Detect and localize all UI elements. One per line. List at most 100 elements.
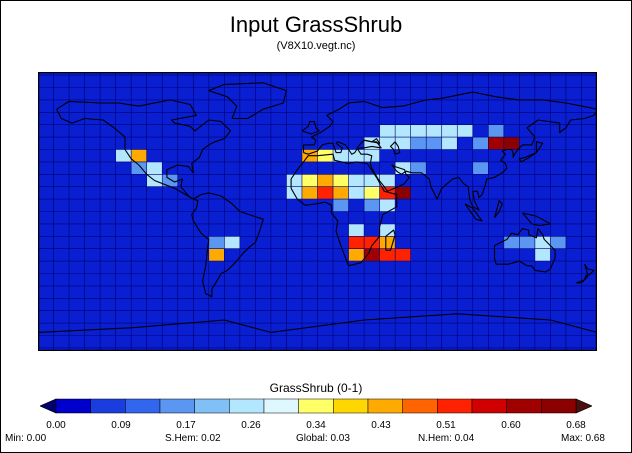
grid-cell	[317, 186, 334, 200]
grid-cell	[426, 137, 442, 150]
grid-cell	[395, 124, 411, 138]
grid-cell	[410, 124, 427, 138]
grid-cell	[379, 199, 396, 212]
colorbar	[40, 398, 592, 414]
map-grid	[38, 72, 597, 351]
grid-cell	[333, 186, 349, 200]
colorbar-tick-label: 0.00	[46, 420, 66, 431]
grid-cell	[224, 236, 240, 249]
grid-cell	[146, 161, 163, 175]
coastline	[363, 138, 381, 144]
colorbar-tick-label: 0.34	[306, 420, 326, 431]
coastline	[301, 121, 320, 135]
grid-cell	[364, 186, 380, 200]
world-map	[38, 72, 597, 351]
grid-cell	[364, 174, 380, 187]
grid-cell	[503, 236, 520, 249]
grid-cell	[488, 124, 504, 138]
grid-cell	[379, 174, 396, 187]
stat-max: Max: 0.68	[561, 433, 605, 444]
colorbar-swatch	[471, 398, 507, 414]
grid-cell	[488, 137, 504, 150]
stat-nhem: N.Hem: 0.04	[418, 433, 475, 444]
grid-cell	[348, 186, 365, 200]
grid-cell	[426, 124, 442, 138]
grid-cell	[348, 236, 365, 249]
grid-cell	[364, 248, 380, 262]
coastline	[385, 229, 396, 251]
grid-cell	[301, 174, 318, 187]
grid-cell	[395, 137, 411, 150]
grid-cell	[395, 248, 411, 262]
colorbar-swatch	[229, 398, 265, 414]
coastline	[518, 141, 544, 163]
grid-cell	[208, 248, 225, 262]
coastline	[522, 212, 551, 227]
coastline	[208, 82, 287, 120]
colorbar-max-arrow	[575, 398, 592, 414]
colorbar-swatch	[541, 398, 577, 414]
colorbar-tick-label: 0.51	[436, 420, 456, 431]
colorbar-ticks: 0.00 0.09 0.17 0.26 0.34 0.43 0.51 0.60 0.68	[0, 420, 632, 434]
grid-cell	[348, 174, 365, 187]
coastline	[302, 91, 597, 153]
coastline	[493, 228, 556, 273]
grid-cell	[534, 248, 551, 262]
grid-cell	[301, 186, 318, 200]
colorbar-min-arrow	[40, 398, 57, 414]
coastline	[56, 99, 232, 200]
grid-cell	[333, 174, 349, 187]
grid-cell	[410, 161, 427, 175]
colorbar-tick-label: 0.17	[176, 420, 196, 431]
colorbar-tick-label: 0.09	[111, 420, 131, 431]
coastline	[38, 313, 597, 333]
colorbar-swatch	[506, 398, 542, 414]
grid-cell	[364, 199, 380, 212]
map-subtitle: (V8X10.vegt.nc)	[276, 40, 356, 52]
grid-cell	[379, 248, 396, 262]
grid-cell	[162, 174, 178, 187]
stat-global: Global: 0.03	[296, 433, 350, 444]
grid-cell	[131, 161, 147, 175]
colorbar-swatch	[263, 398, 299, 414]
colorbar-swatch	[298, 398, 334, 414]
stat-shem: S.Hem: 0.02	[165, 433, 221, 444]
grid-cell	[457, 124, 473, 138]
grid-cell	[131, 149, 147, 162]
grid-cell	[333, 199, 349, 212]
grid-cell	[534, 236, 551, 249]
grid-cell	[503, 137, 520, 150]
grid-cell	[441, 124, 458, 138]
grid-cell	[519, 236, 535, 249]
grid-cell	[348, 149, 365, 162]
coastline	[303, 110, 597, 211]
stats-row: Min: 0.00 S.Hem: 0.02 Global: 0.03 N.Hem…	[0, 433, 632, 447]
coastlines	[38, 82, 597, 333]
colorbar-swatch	[55, 398, 91, 414]
stat-min: Min: 0.00	[5, 433, 47, 444]
coastline	[584, 263, 595, 276]
grid-cell	[472, 137, 489, 150]
grid-cell	[317, 174, 334, 187]
coastline	[389, 141, 401, 155]
grid-cell	[286, 174, 302, 187]
colorbar-swatch	[90, 398, 126, 414]
coastline	[191, 192, 264, 298]
colorbar-tick-label: 0.43	[371, 420, 391, 431]
colorbar-tick-label: 0.68	[566, 420, 586, 431]
coastline	[576, 274, 589, 284]
colorbar-swatch	[367, 398, 403, 414]
colorbar-title: GrassShrub (0-1)	[269, 381, 363, 395]
grid-cell	[317, 149, 334, 162]
colorbar-swatch	[125, 398, 161, 414]
grid-cell	[395, 186, 411, 200]
coastline	[464, 203, 483, 222]
coastline	[493, 200, 503, 219]
colorbar-swatch	[402, 398, 438, 414]
grid-cell	[364, 236, 380, 249]
colorbar-swatch	[194, 398, 230, 414]
colorbar-swatch	[437, 398, 473, 414]
grid-cell	[379, 223, 396, 237]
grid-cell	[379, 236, 396, 249]
grid-cell	[550, 236, 566, 249]
